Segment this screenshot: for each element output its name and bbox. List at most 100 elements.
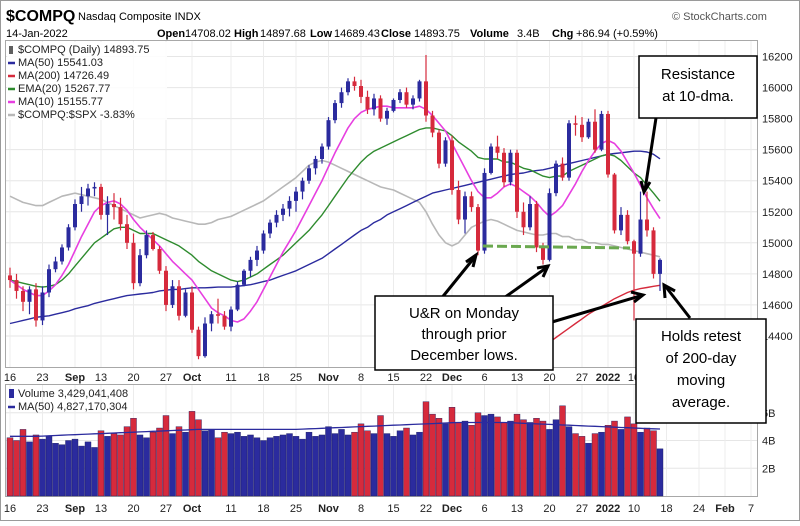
price-tick-label: 15000 [762, 238, 793, 250]
volume-bar [299, 438, 306, 497]
candle-body [268, 222, 272, 234]
candle-body [248, 259, 253, 271]
date-tick-label: 20 [127, 372, 139, 384]
date-tick-label: 22 [420, 372, 432, 384]
candle-body [443, 140, 448, 164]
candle-body [398, 92, 402, 100]
candle-body [560, 163, 565, 178]
date-tick-label: 13 [95, 372, 107, 384]
candle-body [183, 292, 188, 316]
volume-bar [487, 413, 495, 497]
candle-body [92, 186, 97, 189]
volume-bar [227, 433, 235, 497]
date-tick-label: 7 [748, 503, 754, 515]
date-tick-label: 25 [290, 503, 302, 515]
volume-bar [286, 433, 293, 497]
callout-retest-line2: of 200-day [666, 350, 737, 367]
ma50-line [9, 150, 661, 325]
date-tick-label: 2022 [596, 503, 620, 515]
volume-bar [201, 430, 209, 497]
volume-bar [65, 440, 72, 497]
candle-body [255, 250, 259, 260]
volume-bar [422, 401, 430, 497]
volume-bar [403, 427, 410, 497]
callout-undercut-line2: through prior [421, 326, 506, 343]
legend-item-label: MA(200) 14726.49 [18, 70, 109, 82]
candle-body [625, 214, 630, 242]
candle-body [645, 219, 649, 231]
bar-icon [9, 389, 14, 398]
candle-body [352, 81, 357, 87]
candle-body [502, 152, 506, 183]
candle-body [40, 292, 45, 321]
price-tick-label: 14600 [762, 300, 793, 312]
date-tick-label: Dec [442, 503, 462, 515]
candle-body [235, 284, 240, 310]
price-tick-label: 16200 [762, 52, 793, 64]
volume-bar [526, 422, 534, 497]
candle-body [151, 235, 155, 250]
volume-bar [273, 436, 280, 497]
candle-body [528, 204, 532, 228]
candle-body [450, 140, 454, 191]
candle-body [209, 314, 214, 324]
candle-body [131, 242, 136, 284]
volume-bar [468, 425, 475, 497]
candle-body [47, 269, 51, 293]
candle-body [359, 86, 363, 97]
candle-body [144, 235, 149, 256]
date-tick-label: 11 [225, 372, 236, 384]
date-tick-label: 6 [481, 503, 487, 515]
legend-item-label: EMA(20) 15267.77 [18, 83, 110, 95]
volume-bar [559, 405, 566, 497]
candlestick-layer [8, 54, 662, 360]
candle-body [105, 204, 110, 215]
date-tick-label: Feb [715, 503, 735, 515]
volume-bar [546, 429, 553, 497]
date-tick-label: 13 [511, 503, 523, 515]
volume-bar [188, 411, 196, 497]
arrow-head-undercut-left [465, 251, 479, 268]
relative-strength-line [9, 159, 661, 258]
volume-bar [578, 436, 586, 497]
candle-body [99, 186, 103, 215]
callout-box-undercut [374, 295, 554, 371]
volume-bar [520, 419, 527, 497]
candle-body [365, 96, 370, 110]
symbol-title: $COMPQ [6, 8, 75, 25]
legend-item-label: MA(50) 15541.03 [18, 57, 103, 69]
candle-body [417, 81, 422, 99]
volume-bar [78, 445, 85, 497]
price-tick-label: 15600 [762, 145, 793, 157]
volume-bar [71, 438, 79, 497]
volume-bar [39, 438, 46, 497]
candle-body [190, 292, 194, 330]
candle-body [372, 98, 376, 110]
volume-bar [175, 426, 183, 497]
candle-body [196, 329, 201, 357]
date-tick-label: 16 [4, 503, 16, 515]
ema20-line [9, 127, 661, 288]
date-tick-label: 27 [160, 372, 172, 384]
volume-bar [195, 419, 202, 497]
candle-body [489, 146, 493, 173]
callout-box-resistance [638, 55, 758, 119]
date-tick-label: 20 [127, 503, 139, 515]
candle-body [606, 113, 610, 175]
volume-bar [130, 418, 137, 497]
candle-body [333, 103, 337, 121]
candle-body [287, 200, 292, 209]
candle-body [242, 270, 246, 285]
candle-body [599, 113, 604, 150]
price-tick-label: 15800 [762, 114, 793, 126]
change-value: +86.94 (+0.59%) [576, 28, 658, 40]
volume-bar [656, 448, 664, 497]
volume-bar [396, 430, 404, 497]
volume-bar [32, 434, 40, 497]
date-tick-label: 18 [257, 372, 269, 384]
volume-bar [416, 431, 423, 497]
candle-body [203, 323, 207, 357]
candle-body [307, 168, 311, 181]
